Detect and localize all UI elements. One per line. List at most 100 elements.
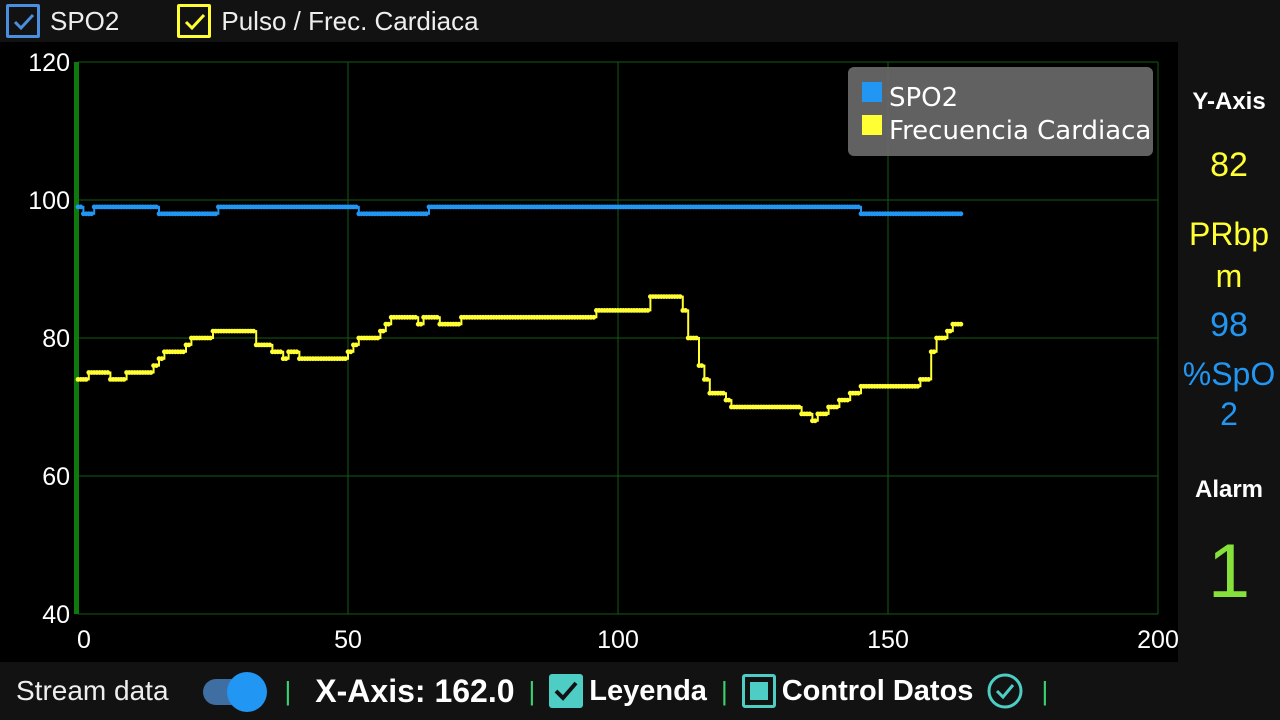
data-point [418,321,424,327]
data-point [915,383,921,389]
spo2-checkbox[interactable]: SPO2 [6,0,119,42]
data-point [353,204,359,210]
data-point [180,349,186,355]
data-point [926,377,931,382]
spo2-unit-line2: 2 [1220,396,1238,432]
x-tick-label: 200 [1137,626,1178,654]
data-point [278,349,283,355]
series-toggle-bar: SPO2 Pulso / Frec. Cardiaca [0,0,1280,42]
data-point [931,349,937,355]
square-check-icon [741,674,776,708]
x-tick-label: 50 [334,626,362,654]
x-axis-readout: X-Axis: 162.0 [315,672,515,709]
legend-swatch [862,82,882,102]
data-point [83,377,89,382]
data-point [591,314,597,320]
alarm-label: Alarm [1194,476,1264,503]
data-point [294,349,300,355]
data-point [796,404,802,410]
legend-checkbox[interactable]: Leyenda [549,674,707,708]
separator: | [1041,675,1049,706]
data-point [283,356,289,362]
data-point [386,321,391,327]
data-point [213,211,219,217]
y-tick-label: 100 [28,187,70,215]
side-panel: Y-Axis 82 PRbp m 98 %SpO 2 Alarm 1 [1178,42,1280,662]
data-point [375,335,381,341]
data-point [823,411,829,417]
data-point [89,211,94,217]
y-tick-label: 60 [42,463,70,491]
data-point [834,404,840,410]
spo2-checkbox-label: SPO2 [50,5,120,36]
data-point [855,204,861,210]
data-point [121,377,127,382]
legend-label: Frecuencia Cardiaca [889,116,1151,146]
data-point [677,294,683,299]
y-tick-label: 120 [28,49,70,77]
separator: | [284,675,292,706]
data-point [693,335,699,341]
data-point [645,308,651,313]
data-point [807,411,813,417]
data-point [267,342,273,348]
data-point [348,349,354,355]
y-tick-label: 80 [42,325,70,353]
pulse-rate-unit-line1: PRbp [1188,216,1270,252]
data-point [958,211,964,217]
x-tick-label: 0 [77,626,91,654]
y-axis-label: Y-Axis [1192,88,1266,115]
data-point [207,335,213,341]
data-point [456,321,462,327]
separator: | [528,675,536,706]
data-point [105,370,111,375]
data-point [153,363,159,368]
switch-thumb [226,672,267,712]
pulse-checkbox-label: Pulso / Frec. Cardiaca [221,5,479,36]
data-point [942,335,948,341]
pulse-rate-unit-line2: m [1215,258,1243,294]
legend-label: SPO2 [889,83,958,113]
y-axis-bar [74,62,79,614]
data-point [380,328,386,334]
data-point [434,314,440,320]
checkmark-icon [177,4,212,38]
data-point [947,328,953,334]
data-point [413,314,418,320]
stream-data-switch[interactable] [202,671,267,712]
data-point [78,204,84,210]
y-tick-label: 40 [42,601,70,629]
data-point [148,370,154,375]
data-point [353,342,359,348]
data-control-label: Control Datos [781,674,974,707]
checkmark-icon [549,674,584,708]
pulse-checkbox[interactable]: Pulso / Frec. Cardiaca [177,0,479,42]
spo2-unit-line1: %SpO [1182,356,1276,392]
x-tick-label: 150 [867,626,909,654]
data-point [683,308,688,313]
data-control-checkbox[interactable]: Control Datos [741,674,974,708]
data-point [812,418,818,424]
legend-checkbox-label: Leyenda [589,674,707,707]
legend-swatch [862,115,882,135]
data-point [251,328,256,334]
check-circle-icon[interactable] [985,671,1025,711]
data-point [153,204,159,210]
data-point [704,377,710,382]
spo2-value: 98 [1210,306,1248,344]
data-point [159,356,165,362]
data-point [699,363,705,368]
separator: | [720,675,728,706]
stream-data-label: Stream data [16,675,169,706]
chart-area[interactable]: 40 60 80 100 120 0 50 100 150 200 SPO2 Frecuencia C… [0,42,1178,662]
pulse-rate-value: 82 [1210,146,1248,184]
checkmark-icon [6,4,40,38]
bottom-control-bar: Stream data | X-Axis: 162.0 | Leyenda | … [0,662,1280,720]
data-point [726,397,732,403]
x-tick-label: 100 [597,626,639,654]
data-point [186,342,192,348]
alarm-value: 1 [1207,529,1251,614]
data-point [958,321,964,327]
data-point [423,211,429,217]
